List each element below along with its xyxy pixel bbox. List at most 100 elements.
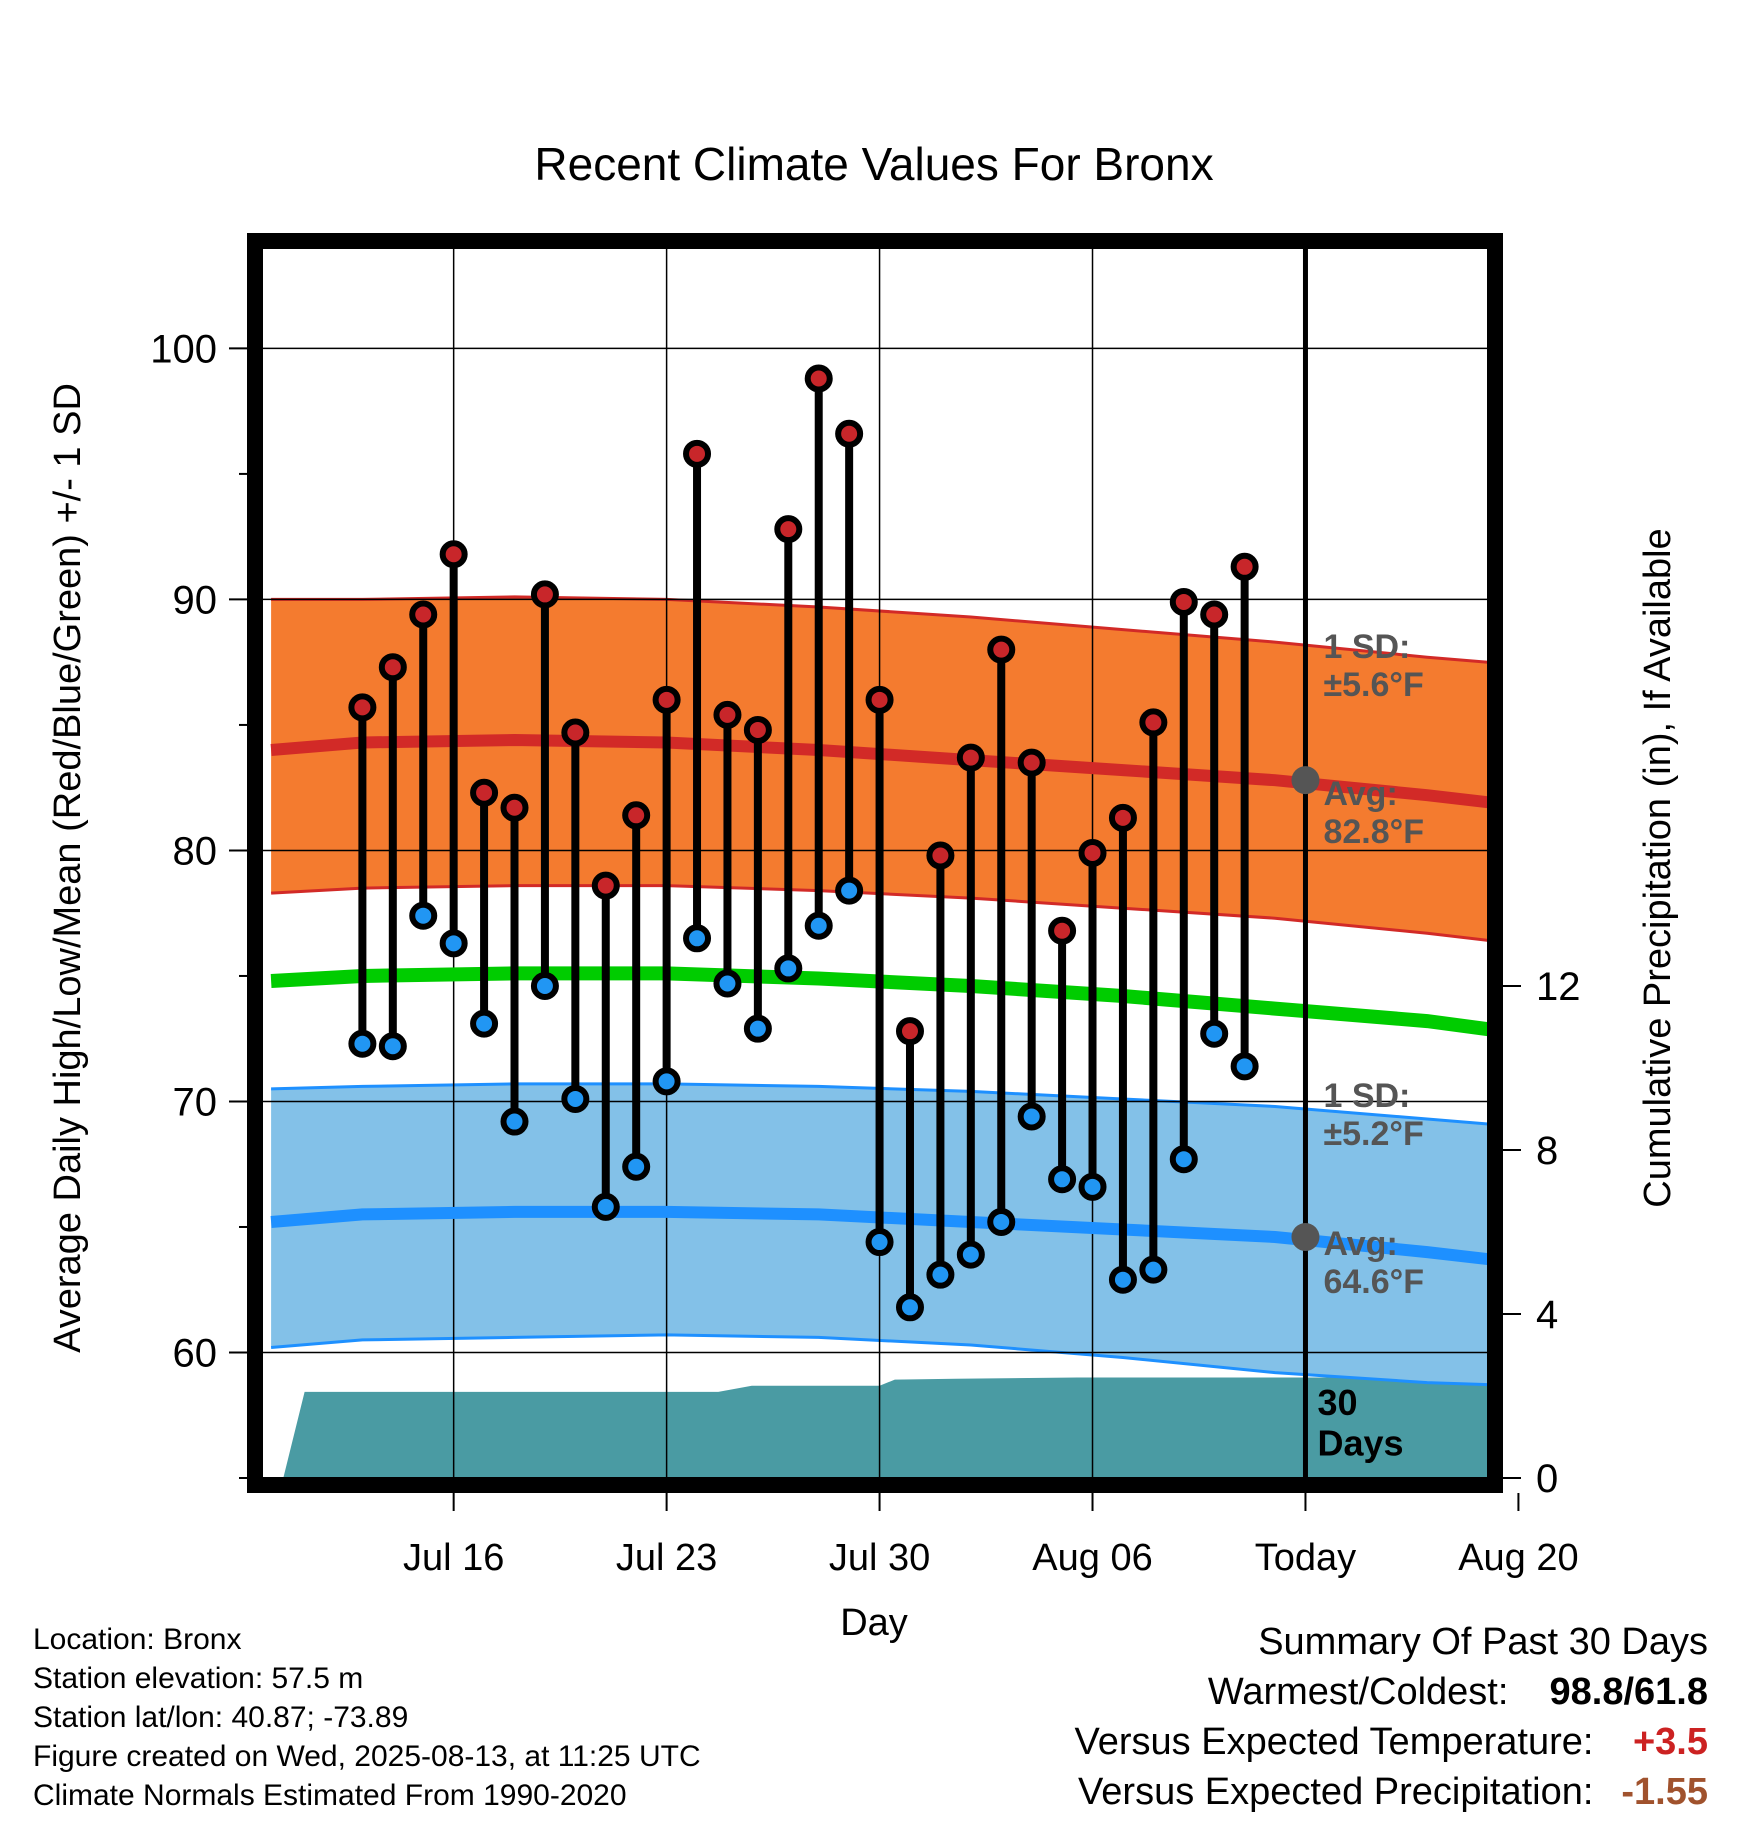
- summary-warm-cold-row: Warmest/Coldest: 98.8/61.8: [1075, 1667, 1708, 1717]
- x-tick-label: Jul 30: [829, 1537, 930, 1579]
- daily-high-point: [561, 718, 590, 747]
- daily-low-point: [1048, 1165, 1077, 1194]
- daily-low-point: [1078, 1172, 1107, 1201]
- x-tick-label: Aug 20: [1458, 1537, 1578, 1579]
- daily-high-point: [713, 700, 742, 729]
- temp-label: Versus Expected Temperature:: [1074, 1721, 1594, 1763]
- created-text: Figure created on Wed, 2025-08-13, at 11…: [33, 1740, 701, 1773]
- daily-low-point: [683, 924, 712, 953]
- daily-low-point: [956, 1240, 985, 1269]
- daily-low-point: [743, 1014, 772, 1043]
- daily-low-point: [1139, 1255, 1168, 1284]
- daily-high-point: [987, 635, 1016, 664]
- daily-low-point: [895, 1293, 924, 1322]
- daily-low-point: [622, 1152, 651, 1181]
- daily-low-point: [804, 911, 833, 940]
- daily-high-point: [409, 600, 438, 629]
- daily-low-point: [348, 1029, 377, 1058]
- elevation-text: Station elevation: 57.5 m: [33, 1662, 364, 1695]
- low-avg-marker: [1291, 1223, 1320, 1252]
- x-tick-label: Jul 16: [403, 1537, 504, 1579]
- daily-low-point: [1200, 1019, 1229, 1048]
- high-sd-upper-edge: [271, 595, 1488, 664]
- daily-low-point: [1169, 1145, 1198, 1174]
- daily-high-point: [835, 419, 864, 448]
- y2-tick-label: 0: [1536, 1457, 1558, 1501]
- daily-low-point: [500, 1107, 529, 1136]
- normal-mean-line: [270, 966, 1488, 1037]
- daily-high-point: [865, 685, 894, 714]
- daily-high-point: [774, 515, 803, 544]
- daily-low-point: [652, 1067, 681, 1096]
- daily-low-point: [926, 1260, 955, 1289]
- high-sd-annotation: 1 SD: ±5.6°F: [1323, 628, 1423, 704]
- summary-title: Summary Of Past 30 Days: [1258, 1621, 1708, 1663]
- daily-low-point: [1108, 1265, 1137, 1294]
- precip-label: Versus Expected Precipitation:: [1078, 1771, 1594, 1813]
- station-info: Location: Bronx Station elevation: 57.5 …: [33, 1620, 701, 1815]
- daily-high-point: [652, 685, 681, 714]
- daily-low-point: [713, 969, 742, 998]
- daily-low-point: [561, 1084, 590, 1113]
- plot-frame: [247, 233, 1503, 1493]
- daily-low-point: [774, 954, 803, 983]
- y-tick-label: 60: [173, 1331, 218, 1375]
- low-sd-lower-edge: [270, 1333, 1488, 1387]
- daily-low-point: [987, 1207, 1016, 1236]
- daily-high-point: [470, 778, 499, 807]
- y2-tick-label: 4: [1536, 1293, 1558, 1337]
- summary-precip-row: Versus Expected Precipitation: -1.55: [1075, 1767, 1708, 1817]
- daily-high-point: [895, 1017, 924, 1046]
- daily-high-point: [622, 801, 651, 830]
- daily-high-point: [348, 693, 377, 722]
- daily-low-point: [865, 1228, 894, 1257]
- chart-title: Recent Climate Values For Bronx: [534, 138, 1213, 190]
- daily-low-point: [439, 929, 468, 958]
- daily-low-point: [1017, 1102, 1046, 1131]
- daily-high-point: [804, 364, 833, 393]
- x-axis-label: Day: [840, 1602, 908, 1644]
- daily-high-point: [1108, 803, 1137, 832]
- temp-value: +3.5: [1632, 1721, 1708, 1763]
- y2-tick-label: 12: [1536, 965, 1581, 1009]
- daily-high-point: [1078, 838, 1107, 867]
- daily-high-point: [1017, 748, 1046, 777]
- daily-high-point: [439, 540, 468, 569]
- daily-low-point: [835, 876, 864, 905]
- daily-high-point: [1048, 916, 1077, 945]
- y-tick-label: 100: [150, 327, 217, 371]
- low-sd-upper-edge: [271, 1082, 1488, 1126]
- daily-high-point: [683, 439, 712, 468]
- normal-high-line: [270, 733, 1488, 809]
- normal-low-line: [270, 1205, 1488, 1266]
- daily-high-point: [1139, 708, 1168, 737]
- daily-low-point: [378, 1032, 407, 1061]
- latlon-text: Station lat/lon: 40.87; -73.89: [33, 1701, 409, 1734]
- daily-high-point: [1200, 600, 1229, 629]
- precip-value: -1.55: [1621, 1771, 1708, 1813]
- daily-low-point: [409, 901, 438, 930]
- y-tick-label: 90: [173, 578, 218, 622]
- low-sd-annotation: 1 SD: ±5.2°F: [1323, 1077, 1423, 1153]
- plot-clip-group: [262, 248, 1488, 1478]
- y-tick-label: 80: [173, 829, 218, 873]
- precip-area: [283, 1377, 1488, 1478]
- y2-tick-label: 8: [1536, 1129, 1558, 1173]
- plot-area: 1 SD: ±5.6°F Avg: 82.8°F 1 SD: ±5.2°F Avg: 64.6…: [150, 233, 1581, 1579]
- warm-cold-value: 98.8/61.8: [1549, 1671, 1708, 1713]
- y2-axis-label: Cumulative Precipitation (in), If Availa…: [1637, 528, 1679, 1207]
- low-avg-annotation: Avg: 64.6°F: [1323, 1225, 1424, 1301]
- daily-high-point: [378, 653, 407, 682]
- daily-high-point: [956, 743, 985, 772]
- daily-low-point: [591, 1192, 620, 1221]
- daily-low-point: [1230, 1052, 1259, 1081]
- x-tick-label: Today: [1255, 1537, 1356, 1579]
- daily-high-point: [743, 715, 772, 744]
- daily-high-point: [500, 793, 529, 822]
- x-tick-label: Jul 23: [616, 1537, 717, 1579]
- daily-high-point: [1169, 587, 1198, 616]
- summary-panel: Summary Of Past 30 Days Warmest/Coldest:…: [1075, 1617, 1708, 1817]
- daily-high-point: [1230, 552, 1259, 581]
- y-axis-label: Average Daily High/Low/Mean (Red/Blue/Gr…: [47, 383, 89, 1353]
- normals-text: Climate Normals Estimated From 1990-2020: [33, 1779, 627, 1812]
